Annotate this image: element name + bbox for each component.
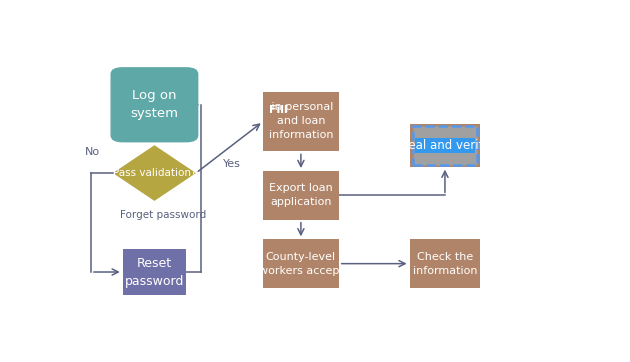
Text: Log on
system: Log on system bbox=[130, 89, 178, 120]
Bar bbox=[410, 239, 480, 288]
Bar bbox=[123, 249, 186, 295]
Text: Seal and verify: Seal and verify bbox=[401, 139, 489, 152]
Bar bbox=[263, 92, 339, 151]
Text: Fill: Fill bbox=[270, 105, 288, 114]
Bar bbox=[263, 171, 339, 220]
Text: Forget password: Forget password bbox=[120, 210, 207, 220]
Bar bbox=[415, 138, 475, 153]
Bar bbox=[410, 123, 480, 167]
FancyBboxPatch shape bbox=[110, 67, 198, 142]
Text: Yes: Yes bbox=[223, 160, 241, 169]
Text: No: No bbox=[84, 147, 100, 157]
Text: in personal
and loan
information: in personal and loan information bbox=[268, 102, 334, 140]
FancyBboxPatch shape bbox=[413, 126, 477, 165]
Bar bbox=[263, 239, 339, 288]
Text: Reset
password: Reset password bbox=[125, 257, 184, 287]
Text: Check the
information: Check the information bbox=[413, 252, 477, 275]
Polygon shape bbox=[113, 145, 196, 201]
Text: Export loan
application: Export loan application bbox=[269, 184, 333, 207]
Text: County-level
workers accept: County-level workers accept bbox=[258, 252, 343, 275]
Text: Pass validation?: Pass validation? bbox=[113, 168, 196, 178]
